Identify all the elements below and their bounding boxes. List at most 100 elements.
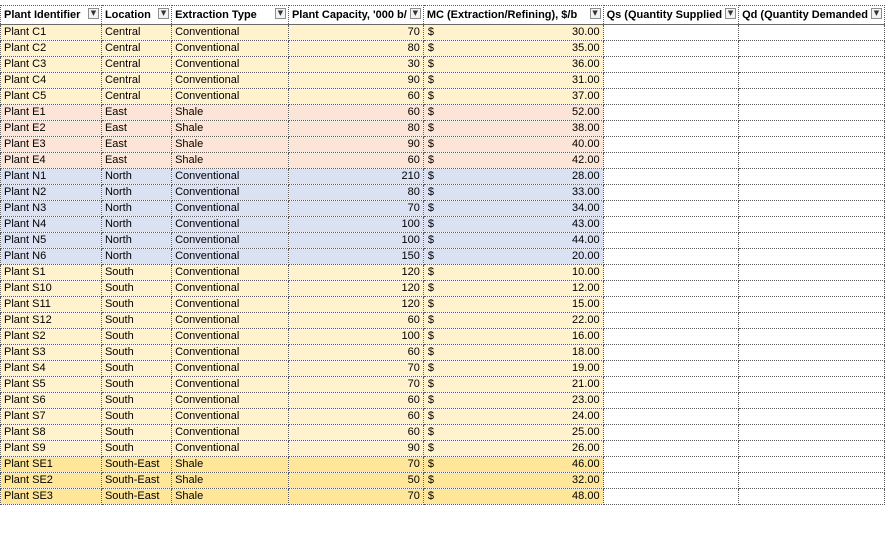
cell-plant-identifier[interactable]: Plant S4 bbox=[0, 360, 102, 377]
cell-plant-identifier[interactable]: Plant SE1 bbox=[0, 456, 102, 473]
cell-mc[interactable]: $43.00 bbox=[422, 216, 604, 233]
cell-plant-capacity[interactable]: 120 bbox=[287, 280, 424, 297]
cell-location[interactable]: East bbox=[100, 120, 173, 137]
chevron-down-icon[interactable]: ▼ bbox=[274, 8, 286, 19]
cell-plant-identifier[interactable]: Plant S7 bbox=[0, 408, 102, 425]
cell-qd[interactable] bbox=[738, 312, 885, 329]
cell-location[interactable]: Central bbox=[100, 40, 173, 57]
cell-location[interactable]: East bbox=[100, 136, 173, 153]
cell-mc[interactable]: $37.00 bbox=[422, 88, 604, 105]
cell-extraction-type[interactable]: Conventional bbox=[171, 280, 289, 297]
cell-plant-identifier[interactable]: Plant C1 bbox=[0, 24, 102, 41]
header-qd[interactable]: Qd (Quantity Demanded ▼ bbox=[738, 5, 885, 25]
cell-extraction-type[interactable]: Conventional bbox=[171, 72, 289, 89]
cell-plant-identifier[interactable]: Plant E3 bbox=[0, 136, 102, 153]
cell-qs[interactable] bbox=[602, 472, 740, 489]
cell-plant-capacity[interactable]: 90 bbox=[287, 72, 424, 89]
cell-mc[interactable]: $16.00 bbox=[422, 328, 604, 345]
cell-mc[interactable]: $22.00 bbox=[422, 312, 604, 329]
cell-plant-capacity[interactable]: 60 bbox=[287, 408, 424, 425]
cell-mc[interactable]: $48.00 bbox=[422, 488, 604, 505]
cell-qd[interactable] bbox=[738, 328, 885, 345]
cell-qs[interactable] bbox=[602, 424, 740, 441]
cell-qd[interactable] bbox=[738, 72, 885, 89]
cell-location[interactable]: South bbox=[100, 392, 173, 409]
cell-location[interactable]: South bbox=[100, 360, 173, 377]
cell-extraction-type[interactable]: Conventional bbox=[171, 408, 289, 425]
cell-qs[interactable] bbox=[602, 296, 740, 313]
cell-extraction-type[interactable]: Conventional bbox=[171, 360, 289, 377]
cell-plant-identifier[interactable]: Plant N3 bbox=[0, 200, 102, 217]
cell-qs[interactable] bbox=[602, 168, 740, 185]
cell-extraction-type[interactable]: Conventional bbox=[171, 440, 289, 457]
cell-mc[interactable]: $10.00 bbox=[422, 264, 604, 281]
cell-extraction-type[interactable]: Shale bbox=[171, 152, 289, 169]
cell-qs[interactable] bbox=[602, 184, 740, 201]
cell-location[interactable]: East bbox=[100, 152, 173, 169]
header-plant-capacity[interactable]: Plant Capacity, '000 b/▼ bbox=[287, 5, 424, 25]
header-qs[interactable]: Qs (Quantity Supplied ▼ bbox=[602, 5, 740, 25]
cell-mc[interactable]: $19.00 bbox=[422, 360, 604, 377]
cell-mc[interactable]: $40.00 bbox=[422, 136, 604, 153]
cell-mc[interactable]: $34.00 bbox=[422, 200, 604, 217]
cell-plant-identifier[interactable]: Plant S12 bbox=[0, 312, 102, 329]
cell-plant-identifier[interactable]: Plant E1 bbox=[0, 104, 102, 121]
cell-mc[interactable]: $32.00 bbox=[422, 472, 604, 489]
cell-plant-identifier[interactable]: Plant S3 bbox=[0, 344, 102, 361]
cell-qd[interactable] bbox=[738, 120, 885, 137]
cell-mc[interactable]: $33.00 bbox=[422, 184, 604, 201]
cell-extraction-type[interactable]: Conventional bbox=[171, 184, 289, 201]
cell-qs[interactable] bbox=[602, 40, 740, 57]
cell-location[interactable]: South bbox=[100, 408, 173, 425]
cell-qd[interactable] bbox=[738, 392, 885, 409]
cell-plant-identifier[interactable]: Plant N1 bbox=[0, 168, 102, 185]
cell-plant-identifier[interactable]: Plant S2 bbox=[0, 328, 102, 345]
chevron-down-icon[interactable]: ▼ bbox=[87, 8, 99, 19]
cell-qs[interactable] bbox=[602, 392, 740, 409]
cell-extraction-type[interactable]: Conventional bbox=[171, 312, 289, 329]
cell-qd[interactable] bbox=[738, 168, 885, 185]
chevron-down-icon[interactable]: ▼ bbox=[871, 8, 882, 19]
cell-plant-identifier[interactable]: Plant N5 bbox=[0, 232, 102, 249]
cell-mc[interactable]: $46.00 bbox=[422, 456, 604, 473]
cell-mc[interactable]: $30.00 bbox=[422, 24, 604, 41]
header-location[interactable]: Location ▼ bbox=[100, 5, 173, 25]
cell-plant-identifier[interactable]: Plant S11 bbox=[0, 296, 102, 313]
cell-qd[interactable] bbox=[738, 56, 885, 73]
cell-plant-capacity[interactable]: 70 bbox=[287, 200, 424, 217]
header-mc[interactable]: MC (Extraction/Refining), $/b ▼ bbox=[422, 5, 604, 25]
cell-qd[interactable] bbox=[738, 104, 885, 121]
chevron-down-icon[interactable]: ▼ bbox=[409, 8, 421, 19]
cell-extraction-type[interactable]: Conventional bbox=[171, 88, 289, 105]
cell-extraction-type[interactable]: Shale bbox=[171, 488, 289, 505]
cell-plant-capacity[interactable]: 60 bbox=[287, 88, 424, 105]
cell-location[interactable]: South bbox=[100, 328, 173, 345]
cell-mc[interactable]: $18.00 bbox=[422, 344, 604, 361]
cell-location[interactable]: Central bbox=[100, 56, 173, 73]
cell-plant-capacity[interactable]: 60 bbox=[287, 392, 424, 409]
cell-extraction-type[interactable]: Conventional bbox=[171, 392, 289, 409]
header-plant-identifier[interactable]: Plant Identifier ▼ bbox=[0, 5, 102, 25]
cell-plant-capacity[interactable]: 210 bbox=[287, 168, 424, 185]
cell-qd[interactable] bbox=[738, 248, 885, 265]
cell-qd[interactable] bbox=[738, 280, 885, 297]
cell-qd[interactable] bbox=[738, 344, 885, 361]
cell-mc[interactable]: $52.00 bbox=[422, 104, 604, 121]
cell-location[interactable]: South bbox=[100, 264, 173, 281]
cell-plant-identifier[interactable]: Plant E4 bbox=[0, 152, 102, 169]
cell-location[interactable]: South bbox=[100, 296, 173, 313]
cell-qd[interactable] bbox=[738, 440, 885, 457]
cell-mc[interactable]: $26.00 bbox=[422, 440, 604, 457]
cell-plant-identifier[interactable]: Plant E2 bbox=[0, 120, 102, 137]
cell-qs[interactable] bbox=[602, 344, 740, 361]
cell-mc[interactable]: $28.00 bbox=[422, 168, 604, 185]
cell-mc[interactable]: $31.00 bbox=[422, 72, 604, 89]
cell-extraction-type[interactable]: Shale bbox=[171, 472, 289, 489]
cell-location[interactable]: South-East bbox=[100, 472, 173, 489]
cell-plant-capacity[interactable]: 80 bbox=[287, 120, 424, 137]
cell-qd[interactable] bbox=[738, 184, 885, 201]
cell-qd[interactable] bbox=[738, 152, 885, 169]
cell-extraction-type[interactable]: Conventional bbox=[171, 376, 289, 393]
header-extraction-type[interactable]: Extraction Type ▼ bbox=[171, 5, 289, 25]
chevron-down-icon[interactable]: ▼ bbox=[589, 8, 601, 19]
